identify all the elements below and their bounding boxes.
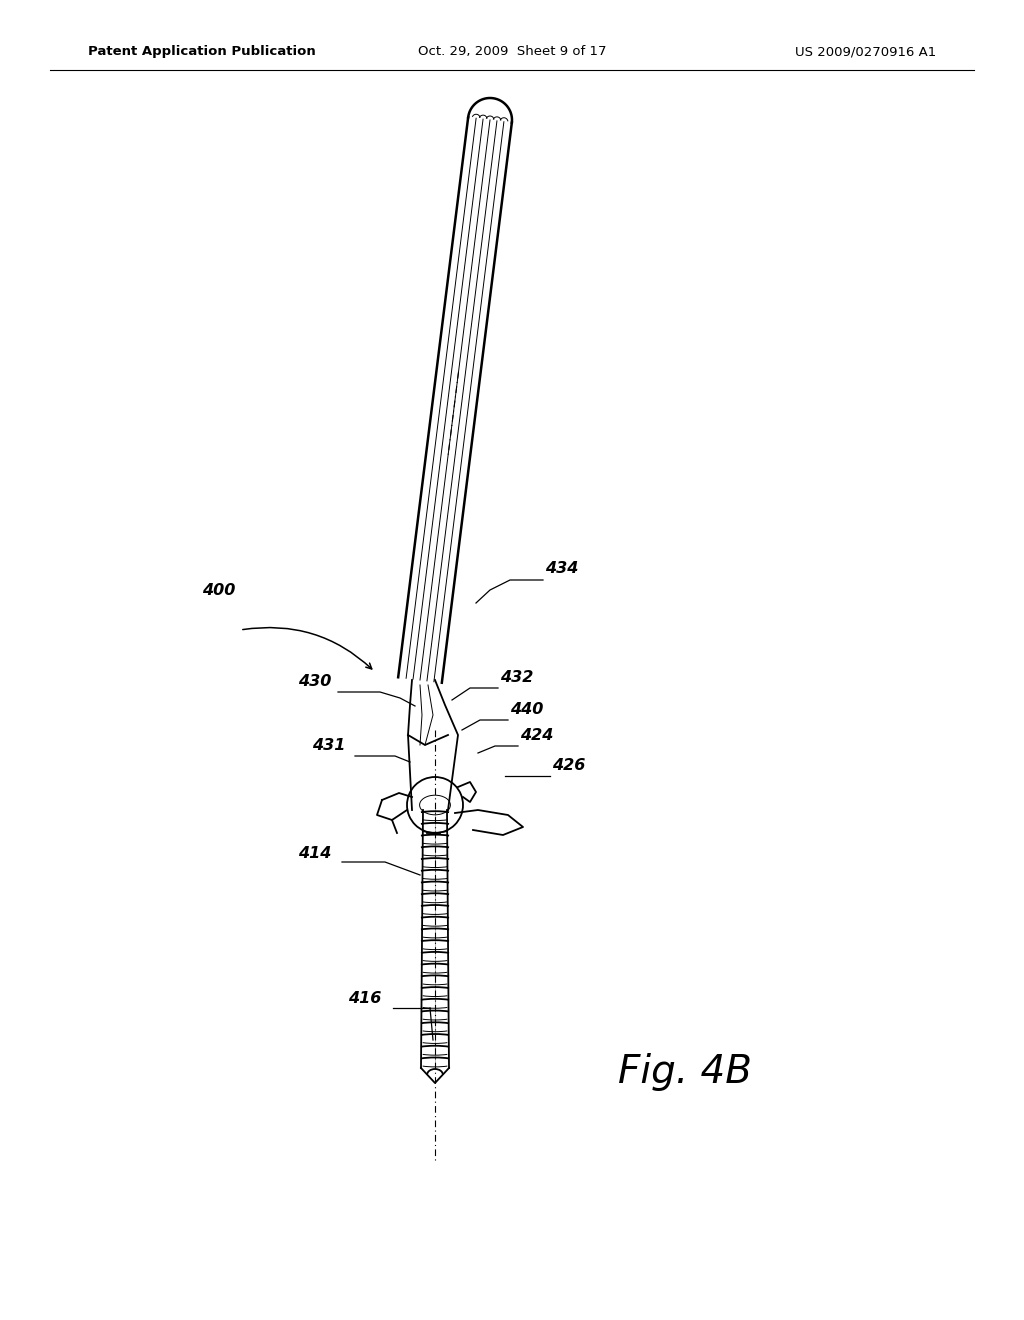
- Text: 426: 426: [552, 758, 586, 774]
- Text: 400: 400: [202, 583, 236, 598]
- Text: 432: 432: [500, 671, 534, 685]
- Text: US 2009/0270916 A1: US 2009/0270916 A1: [795, 45, 936, 58]
- Text: 430: 430: [298, 675, 332, 689]
- Text: 416: 416: [348, 991, 381, 1006]
- Text: Patent Application Publication: Patent Application Publication: [88, 45, 315, 58]
- Text: Fig. 4B: Fig. 4B: [618, 1053, 752, 1092]
- Text: 440: 440: [510, 702, 544, 717]
- Text: 434: 434: [545, 561, 579, 576]
- Text: 424: 424: [520, 729, 553, 743]
- Text: Oct. 29, 2009  Sheet 9 of 17: Oct. 29, 2009 Sheet 9 of 17: [418, 45, 606, 58]
- Text: 431: 431: [312, 738, 345, 752]
- Text: 414: 414: [298, 846, 332, 861]
